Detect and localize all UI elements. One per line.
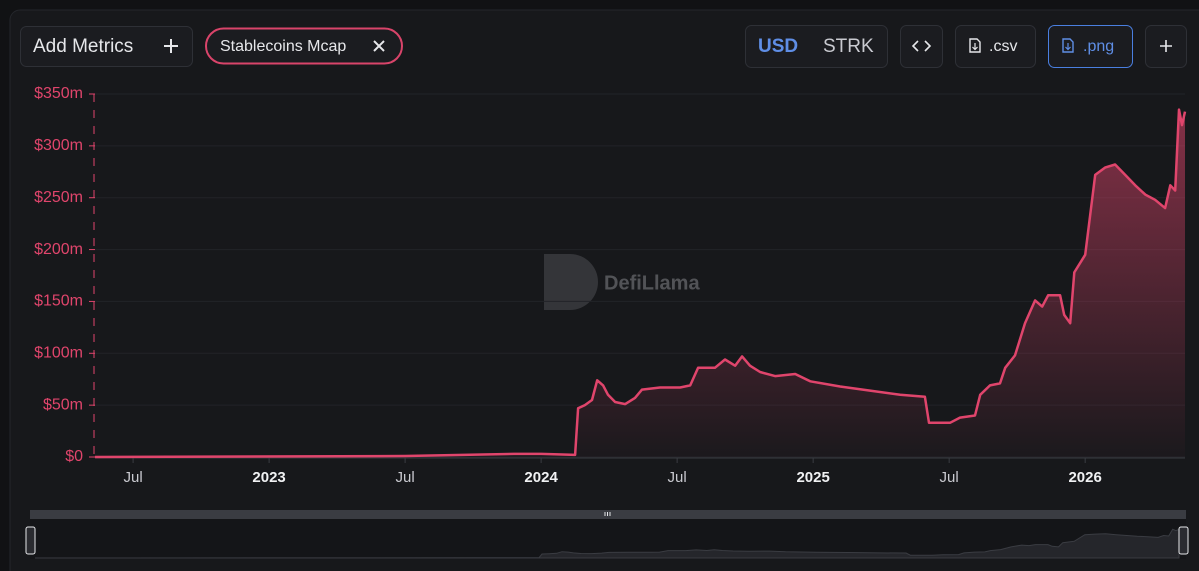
currency-usd[interactable]: USD (758, 36, 798, 57)
plus-icon (164, 39, 178, 53)
x-tick-label: 2024 (524, 469, 558, 486)
x-tick-label: 2025 (796, 469, 829, 486)
y-tick-label: $0 (65, 448, 83, 465)
watermark: DefiLlama (544, 254, 700, 310)
x-tick-label: 2023 (252, 469, 285, 486)
y-tick-label: $350m (34, 85, 83, 102)
y-tick-label: $300m (34, 137, 83, 154)
currency-toggle (745, 25, 888, 68)
brush-grip (604, 512, 611, 516)
more-button[interactable] (1145, 25, 1187, 68)
currency-strk[interactable]: STRK (823, 36, 874, 57)
x-tick-label: Jul (123, 469, 142, 486)
add-metrics-label: Add Metrics (33, 36, 133, 57)
brush-handle-left[interactable] (25, 526, 36, 555)
y-tick-label: $150m (34, 293, 83, 310)
series-line (94, 108, 1187, 459)
csv-button[interactable]: .csv (955, 25, 1036, 68)
area-fill (95, 109, 1185, 457)
add-metrics-button[interactable]: Add Metrics (20, 26, 193, 67)
brush-preview (34, 528, 1180, 559)
metric-chip[interactable]: Stablecoins Mcap (205, 27, 403, 65)
x-tick-label: 2026 (1068, 469, 1101, 486)
brush-handle-right[interactable] (1178, 526, 1189, 555)
png-button[interactable]: .png (1048, 25, 1133, 68)
watermark-text: DefiLlama (604, 272, 700, 294)
png-label: .png (1083, 38, 1114, 55)
x-tick-label: Jul (668, 469, 687, 486)
y-tick-label: $200m (34, 241, 83, 258)
y-tick-label: $100m (34, 345, 83, 362)
y-tick-label: $50m (43, 396, 83, 413)
embed-button[interactable] (900, 25, 943, 68)
x-tick-label: Jul (396, 469, 415, 486)
x-tick-label: Jul (940, 469, 959, 486)
metric-chip-label: Stablecoins Mcap (220, 38, 346, 55)
close-icon[interactable] (373, 40, 385, 52)
y-tick-label: $250m (34, 189, 83, 206)
csv-label: .csv (989, 38, 1017, 55)
